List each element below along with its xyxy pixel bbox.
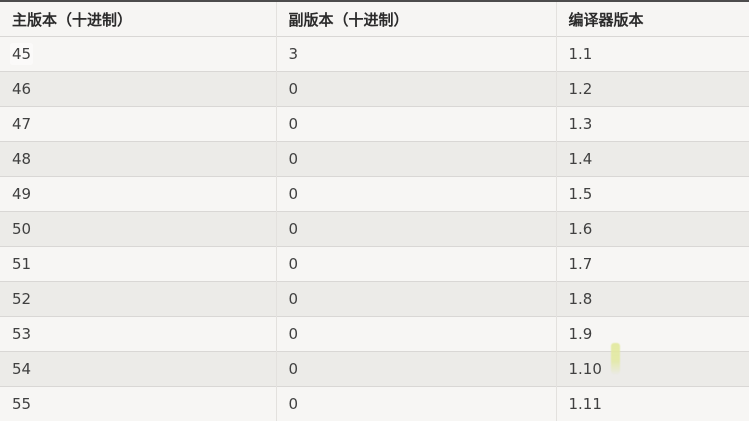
table-body: 45 3 1.1 46 0 1.2 47 0 1.3 48 0 1.4 49 0 1.5 50 0 1.6 51 0 1…	[0, 36, 749, 421]
cell-major: 53	[0, 316, 276, 352]
cell-compiler: 1.1	[555, 36, 749, 72]
table-row: 47 0 1.3	[0, 106, 749, 142]
table-row: 51 0 1.7	[0, 246, 749, 282]
cell-minor: 0	[275, 316, 556, 352]
cell-compiler: 1.9	[555, 316, 749, 352]
cell-major: 52	[0, 281, 276, 317]
table-row: 52 0 1.8	[0, 281, 749, 317]
cell-minor: 0	[275, 281, 556, 317]
cell-compiler: 1.6	[555, 211, 749, 247]
cell-compiler: 1.5	[555, 176, 749, 212]
cell-major: 51	[0, 246, 276, 282]
header-row: 主版本（十进制） 副版本（十进制） 编译器版本	[0, 1, 749, 37]
selection-artifact: 45	[12, 45, 32, 63]
cell-minor: 0	[275, 141, 556, 177]
cell-minor: 0	[275, 246, 556, 282]
table-row: 55 0 1.11	[0, 386, 749, 421]
table-row: 50 0 1.6	[0, 211, 749, 247]
table-row: 45 3 1.1	[0, 36, 749, 72]
cell-compiler: 1.11	[555, 386, 749, 421]
table-row: 53 0 1.9	[0, 316, 749, 352]
cell-major: 49	[0, 176, 276, 212]
cell-major: 50	[0, 211, 276, 247]
table-row: 46 0 1.2	[0, 71, 749, 107]
cell-minor: 0	[275, 351, 556, 387]
cell-compiler: 1.2	[555, 71, 749, 107]
cell-minor: 0	[275, 211, 556, 247]
cell-major: 47	[0, 106, 276, 142]
cell-compiler: 1.7	[555, 246, 749, 282]
cell-minor: 0	[275, 176, 556, 212]
cell-minor: 0	[275, 71, 556, 107]
table-row: 54 0 1.10	[0, 351, 749, 387]
cell-major: 46	[0, 71, 276, 107]
column-header-major: 主版本（十进制）	[0, 1, 276, 37]
cell-compiler: 1.4	[555, 141, 749, 177]
cell-major: 48	[0, 141, 276, 177]
cell-compiler: 1.8	[555, 281, 749, 317]
column-header-minor: 副版本（十进制）	[275, 1, 556, 37]
cell-minor: 0	[275, 386, 556, 421]
cell-minor: 0	[275, 106, 556, 142]
cell-compiler: 1.3	[555, 106, 749, 142]
cell-minor: 3	[275, 36, 556, 72]
table-row: 49 0 1.5	[0, 176, 749, 212]
cell-compiler: 1.10	[555, 351, 749, 387]
table-row: 48 0 1.4	[0, 141, 749, 177]
cell-major: 55	[0, 386, 276, 421]
column-header-compiler: 编译器版本	[555, 1, 749, 37]
cell-major: 54	[0, 351, 276, 387]
cell-major: 45	[0, 36, 276, 72]
table-header: 主版本（十进制） 副版本（十进制） 编译器版本	[0, 1, 749, 37]
